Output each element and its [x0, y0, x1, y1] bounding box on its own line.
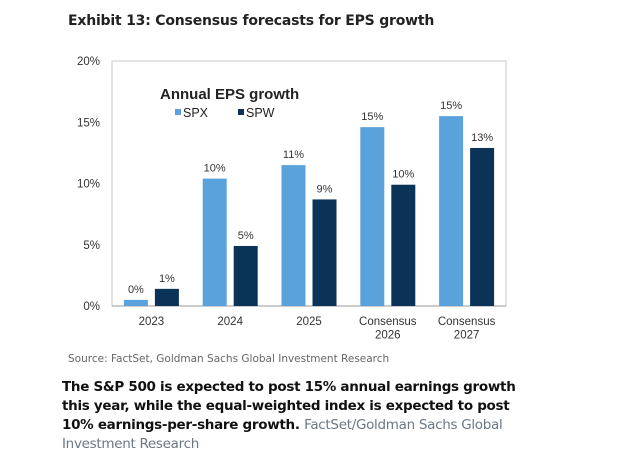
y-tick-label: 20%	[77, 56, 100, 68]
bar-spx	[360, 127, 385, 307]
bar-spx	[281, 165, 306, 306]
y-tick-label: 10%	[77, 179, 100, 191]
bar-spw	[470, 147, 495, 306]
bar-spx	[123, 299, 148, 306]
x-tick-label: 2023	[139, 316, 165, 328]
y-tick-label: 0%	[83, 301, 100, 313]
y-tick-label: 15%	[77, 117, 100, 129]
chart-source: Source: FactSet, Goldman Sachs Global In…	[68, 353, 390, 365]
bar-spw	[154, 288, 179, 306]
x-tick-label: 2026	[375, 330, 401, 342]
data-label-spw: 5%	[238, 230, 254, 242]
legend-label-spx: SPX	[183, 106, 209, 120]
x-tick-label: 2025	[296, 316, 322, 328]
data-label-spw: 10%	[392, 169, 414, 181]
data-label-spw: 9%	[317, 183, 333, 195]
caption: The S&P 500 is expected to post 15% annu…	[62, 378, 542, 454]
bar-spw	[233, 245, 258, 306]
data-label-spx: 15%	[361, 111, 383, 123]
exhibit-title: Exhibit 13: Consensus forecasts for EPS …	[68, 13, 435, 29]
x-tick-label: Consensus	[359, 316, 417, 328]
data-label-spx: 15%	[440, 100, 462, 112]
data-label-spx: 11%	[283, 149, 304, 161]
bar-spw	[391, 184, 416, 306]
legend-swatch-spx	[175, 109, 181, 115]
eps-growth-chart: 0% 5% 10% 15% 20% Annual EPS growth SPX SPW 0% 1%…	[77, 56, 507, 342]
data-label-spw: 13%	[471, 132, 493, 144]
legend-label-spw: SPW	[246, 106, 275, 120]
legend-swatch-spw	[238, 109, 244, 115]
bar-spx	[439, 116, 464, 306]
chart-title: Annual EPS growth	[160, 86, 299, 103]
x-tick-label: 2024	[217, 316, 243, 328]
x-tick-label: 2027	[454, 330, 480, 342]
caption-text: The S&P 500 is expected to post 15% annu…	[62, 379, 516, 433]
bar-spw	[312, 199, 337, 306]
bar-spx	[202, 178, 227, 306]
data-label-spx: 0%	[128, 284, 144, 296]
y-tick-label: 5%	[83, 240, 100, 252]
data-label-spx: 10%	[204, 163, 226, 175]
x-tick-label: Consensus	[438, 316, 496, 328]
data-label-spw: 1%	[159, 273, 175, 285]
